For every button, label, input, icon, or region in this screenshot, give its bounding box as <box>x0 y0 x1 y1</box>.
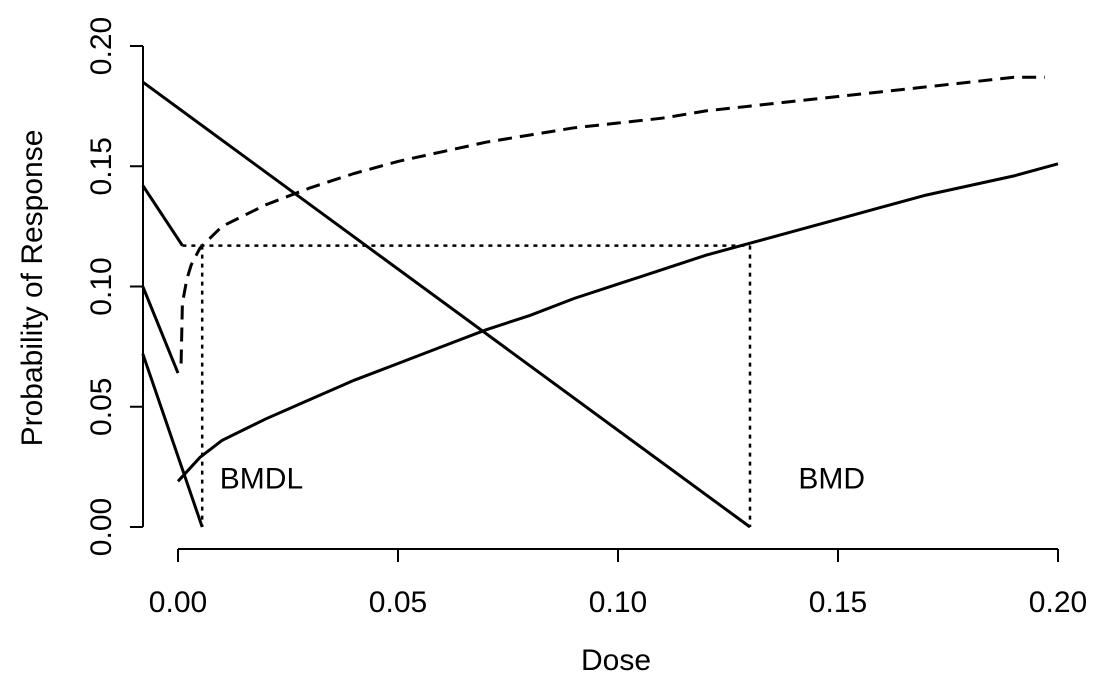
series-line-solid <box>141 184 184 247</box>
y-tick-label: 0.15 <box>85 137 118 195</box>
series-line-dashed <box>179 75 1045 364</box>
x-axis-title: Dose <box>581 644 651 677</box>
annotation-bmdl: BMDL <box>220 463 303 496</box>
y-tick-label: 0.10 <box>85 257 118 315</box>
y-axis-title: Probability of Response <box>16 130 49 447</box>
x-tick-label: 0.00 <box>149 586 207 619</box>
x-tick-label: 0.05 <box>369 586 427 619</box>
series-line-solid <box>141 285 180 374</box>
x-tick-label: 0.15 <box>809 586 867 619</box>
y-tick-label: 0.05 <box>85 378 118 436</box>
series-line-solid <box>141 353 204 528</box>
series-line-solid <box>176 162 1059 483</box>
y-tick-label: 0.20 <box>85 17 118 75</box>
annotations: BMDL BMD <box>220 463 865 496</box>
series-line-solid <box>141 80 751 529</box>
axes: 0.00 0.05 0.10 0.15 0.20 0.00 0.05 0.10 0.15 0.20 <box>85 17 1087 619</box>
y-tick-label: 0.00 <box>85 498 118 556</box>
x-tick-label: 0.20 <box>1029 586 1087 619</box>
annotation-bmd: BMD <box>798 463 865 496</box>
plot-lines <box>141 75 1059 529</box>
x-tick-label: 0.10 <box>589 586 647 619</box>
